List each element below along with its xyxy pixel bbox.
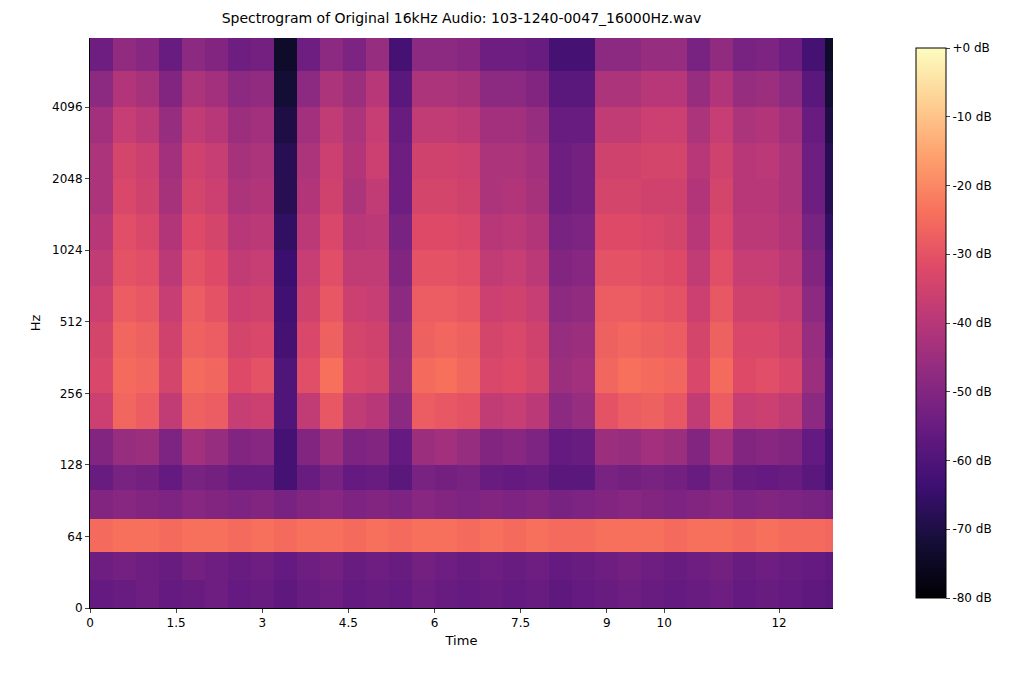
svg-text:Time: Time bbox=[445, 633, 478, 648]
svg-text:12: 12 bbox=[771, 616, 786, 630]
svg-text:4.5: 4.5 bbox=[339, 616, 358, 630]
svg-text:-10 dB: -10 dB bbox=[952, 110, 991, 124]
svg-text:3: 3 bbox=[258, 616, 266, 630]
svg-text:2048: 2048 bbox=[52, 172, 83, 186]
svg-text:-40 dB: -40 dB bbox=[952, 316, 991, 330]
svg-text:Hz: Hz bbox=[28, 315, 43, 332]
svg-text:-30 dB: -30 dB bbox=[952, 247, 991, 261]
svg-text:64: 64 bbox=[67, 530, 82, 544]
svg-text:128: 128 bbox=[60, 458, 83, 472]
svg-text:1.5: 1.5 bbox=[167, 616, 186, 630]
svg-text:9: 9 bbox=[603, 616, 611, 630]
svg-text:256: 256 bbox=[60, 387, 83, 401]
svg-text:1024: 1024 bbox=[52, 243, 83, 257]
svg-text:-80 dB: -80 dB bbox=[952, 591, 991, 605]
svg-text:0: 0 bbox=[75, 601, 83, 615]
svg-text:-50 dB: -50 dB bbox=[952, 385, 991, 399]
svg-text:10: 10 bbox=[657, 616, 672, 630]
svg-text:+0 dB: +0 dB bbox=[952, 41, 989, 55]
svg-text:0: 0 bbox=[86, 616, 94, 630]
svg-text:6: 6 bbox=[431, 616, 439, 630]
svg-text:7.5: 7.5 bbox=[511, 616, 530, 630]
svg-text:4096: 4096 bbox=[52, 100, 83, 114]
svg-text:-60 dB: -60 dB bbox=[952, 454, 991, 468]
svg-text:Spectrogram of Original 16kHz: Spectrogram of Original 16kHz Audio: 103… bbox=[222, 10, 702, 26]
svg-text:-70 dB: -70 dB bbox=[952, 522, 991, 536]
svg-text:512: 512 bbox=[60, 315, 83, 329]
svg-text:-20 dB: -20 dB bbox=[952, 179, 991, 193]
